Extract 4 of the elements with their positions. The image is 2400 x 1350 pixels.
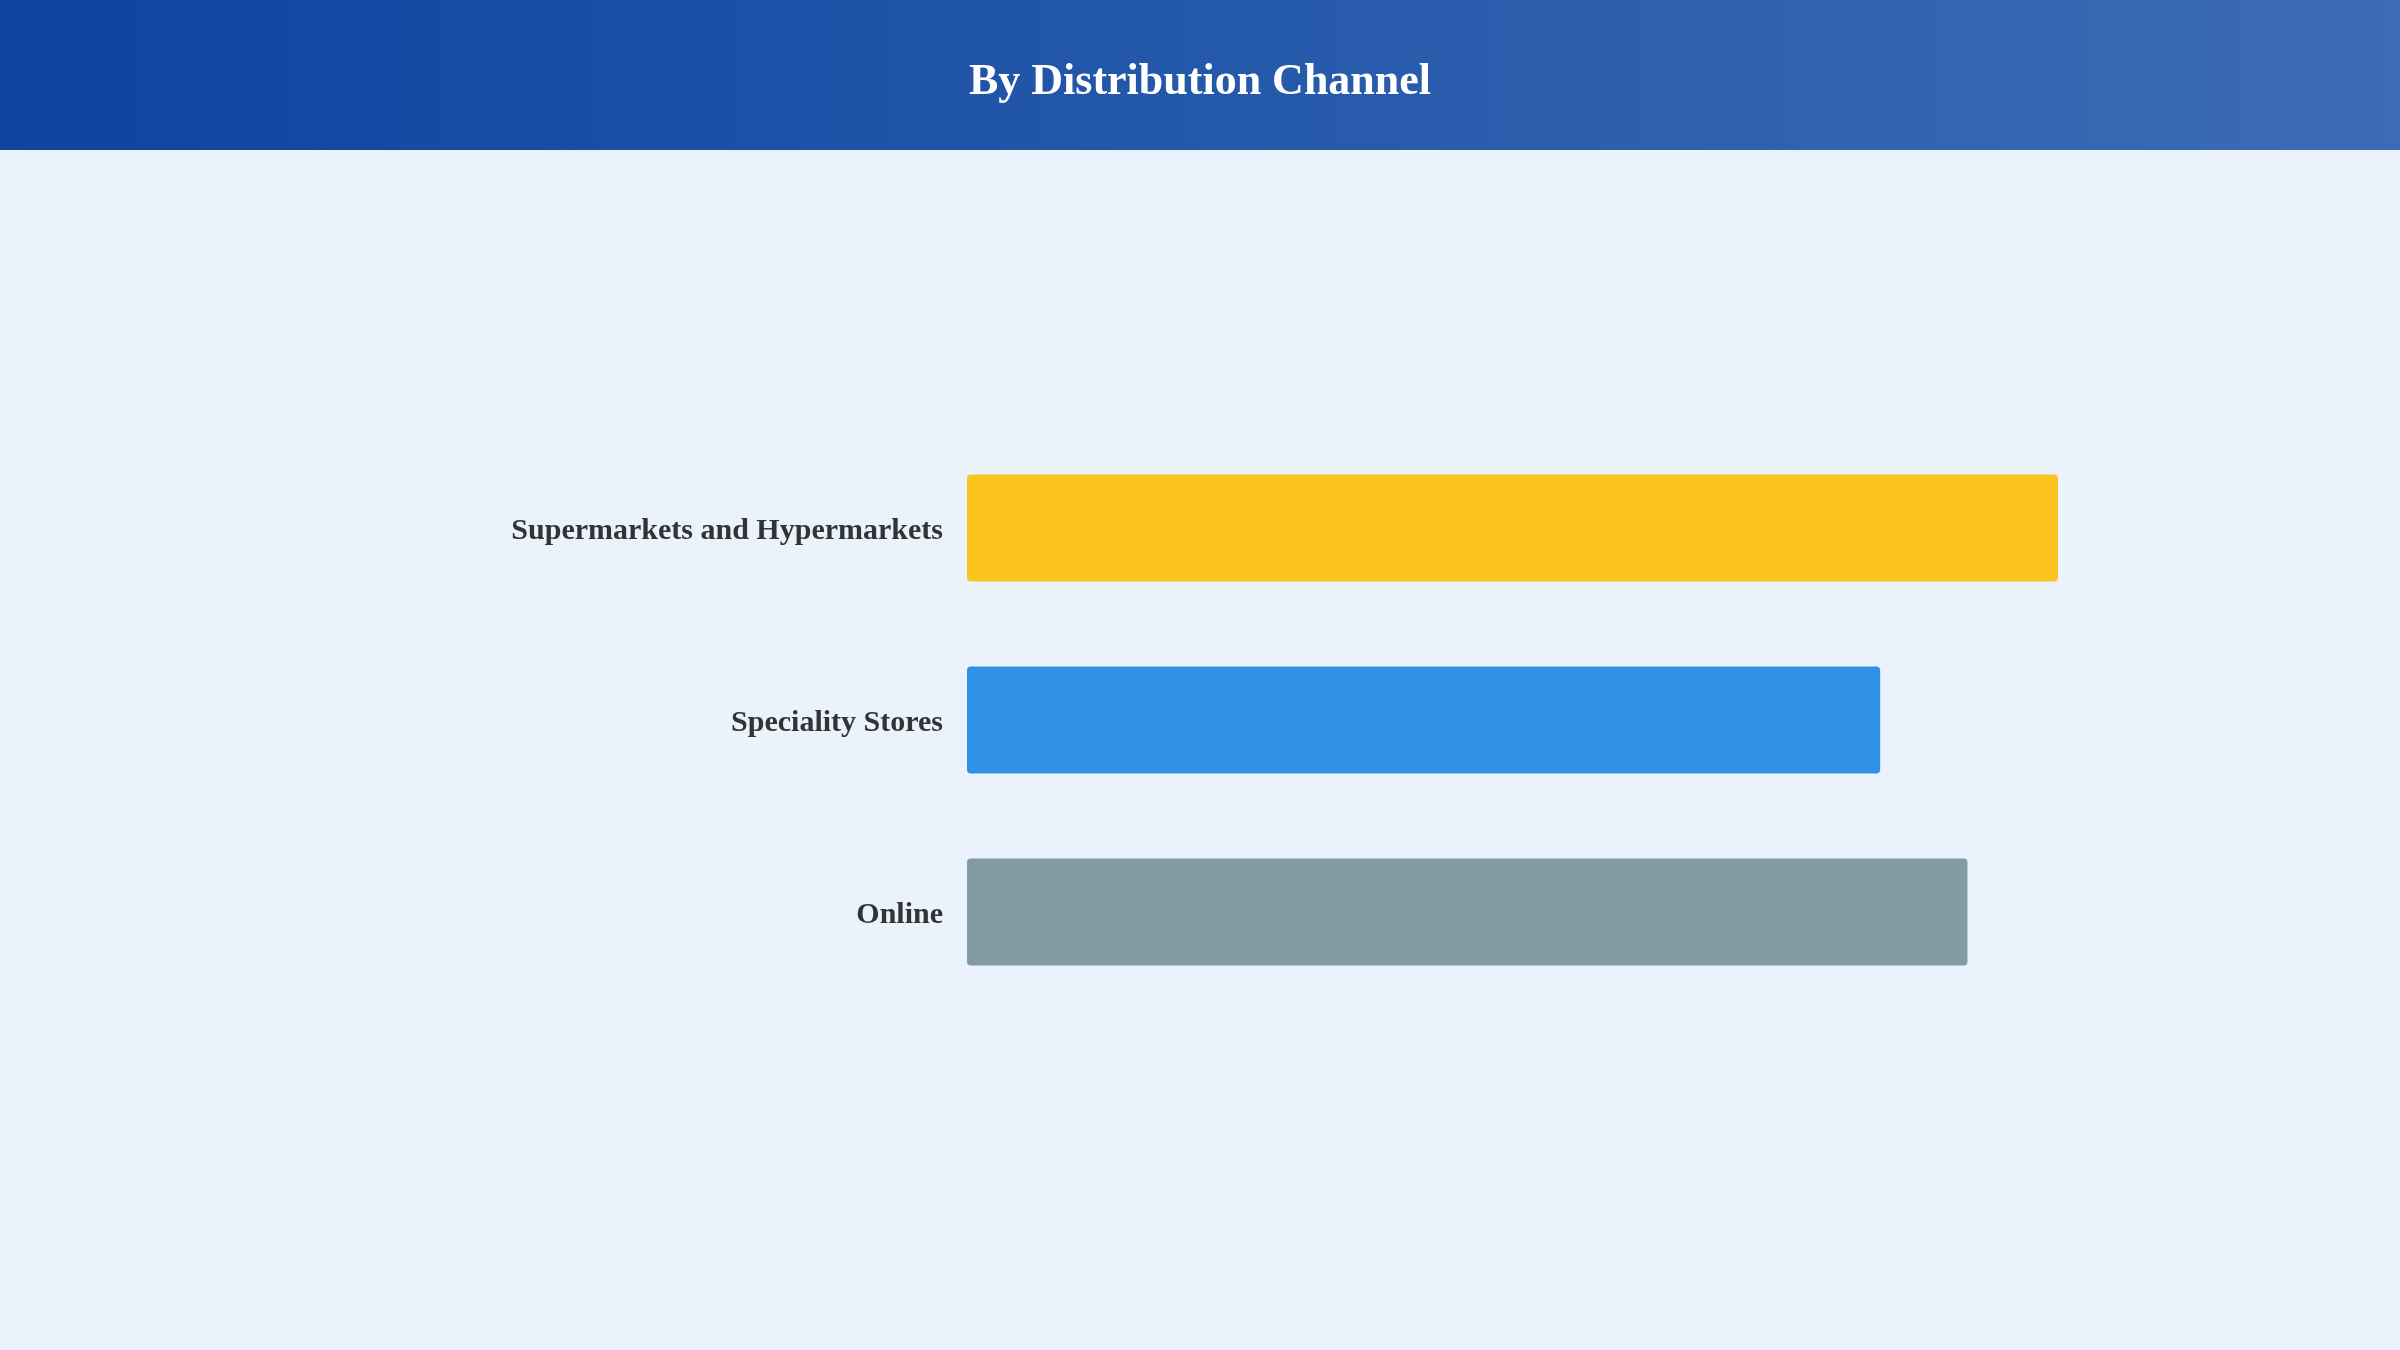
y-tick-label: Supermarkets and Hypermarkets [511, 511, 943, 545]
chart-title: By Distribution Channel [968, 54, 1432, 104]
y-tick-label: Online [856, 895, 943, 929]
y-tick-label: Speciality Stores [731, 703, 943, 737]
